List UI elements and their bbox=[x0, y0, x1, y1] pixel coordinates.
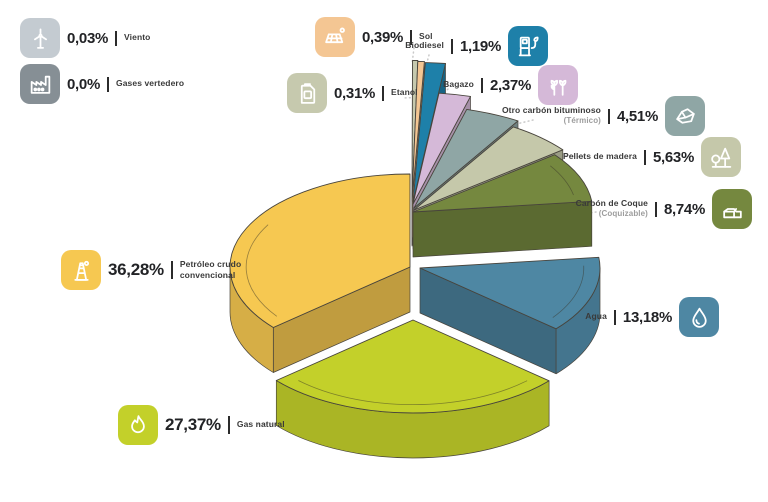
slice-label-otro-carbon-bituminoso: Otro carbón bituminoso (Térmico) bbox=[501, 105, 601, 126]
slice-value-petroleo-crudo: 36,28% bbox=[108, 260, 164, 279]
slice-value-agua: 13,18% bbox=[622, 308, 672, 326]
factory-icon bbox=[20, 64, 60, 104]
water-drop-icon bbox=[679, 297, 719, 337]
legend-item-pellets-de-madera: Pellets de madera 5,63% bbox=[563, 137, 741, 177]
slice-label-pellets-de-madera: Pellets de madera bbox=[562, 151, 637, 162]
slice-label-biodiesel: Biodiesel bbox=[405, 40, 444, 51]
legend-item-sol: 0,39% Sol bbox=[315, 17, 433, 57]
slice-value-viento: 0,03% bbox=[67, 29, 109, 47]
separator-bar bbox=[170, 261, 173, 279]
legend-item-etanol: 0,31% Etanol bbox=[287, 73, 418, 113]
separator-bar bbox=[227, 416, 230, 434]
legend-item-gas-natural: 27,37% Gas natural bbox=[118, 405, 285, 445]
slice-label-carbon-de-coque: Carbón de Coque (Coquizable) bbox=[575, 198, 648, 219]
separator-bar bbox=[654, 201, 657, 217]
separator-bar bbox=[480, 77, 483, 93]
separator-bar bbox=[382, 85, 385, 101]
slice-value-carbon-de-coque: 8,74% bbox=[663, 200, 705, 218]
slice-label-sol: Sol bbox=[419, 31, 433, 42]
pie-slice-otro-carbon-bituminoso[interactable] bbox=[413, 108, 519, 209]
trees-icon bbox=[701, 137, 741, 177]
slice-label-bagazo: Bagazo bbox=[443, 79, 474, 90]
separator-bar bbox=[607, 108, 610, 124]
fuel-pump-icon bbox=[508, 26, 548, 66]
slice-value-sol: 0,39% bbox=[362, 28, 404, 46]
pie-slice-carbon-de-coque[interactable] bbox=[412, 154, 593, 213]
wind-turbine-icon bbox=[20, 18, 60, 58]
solar-panel-icon bbox=[315, 17, 355, 57]
slice-label-viento: Viento bbox=[124, 32, 151, 43]
coal-blocks-icon bbox=[712, 189, 752, 229]
slice-value-biodiesel: 1,19% bbox=[459, 37, 501, 55]
slice-value-gas-natural: 27,37% bbox=[165, 415, 221, 434]
pie-slice-inset-arc bbox=[298, 380, 528, 406]
separator-bar bbox=[450, 38, 453, 54]
legend-item-agua: Agua 13,18% bbox=[585, 297, 719, 337]
legend-item-bagazo: Bagazo 2,37% bbox=[443, 65, 578, 105]
legend-item-biodiesel: Biodiesel 1,19% bbox=[405, 26, 548, 66]
slice-value-otro-carbon-bituminoso: 4,51% bbox=[616, 107, 658, 125]
oil-derrick-icon bbox=[61, 250, 101, 290]
slice-label-agua: Agua bbox=[585, 311, 607, 322]
jerrycan-icon bbox=[287, 73, 327, 113]
leader-pellets-de-madera bbox=[548, 153, 584, 158]
pie-slice-inset-arc bbox=[245, 224, 278, 317]
legend-item-carbon-de-coque: Carbón de Coque (Coquizable) 8,74% bbox=[576, 189, 752, 229]
legend-item-petroleo-crudo: 36,28% Petróleo crudo convencional bbox=[61, 250, 241, 290]
slice-value-etanol: 0,31% bbox=[334, 84, 376, 102]
sugarcane-icon bbox=[538, 65, 578, 105]
coal-rock-icon bbox=[665, 96, 705, 136]
separator-bar bbox=[410, 29, 413, 45]
separator-bar bbox=[115, 30, 118, 46]
pie-slice-inset-arc bbox=[550, 165, 574, 196]
pie-slice-petroleo-crudo[interactable] bbox=[229, 173, 411, 328]
pie-slice-sol[interactable] bbox=[411, 61, 425, 202]
pie-slice-biodiesel[interactable] bbox=[412, 62, 446, 203]
slice-label-etanol: Etanol bbox=[391, 87, 418, 98]
slice-label-gas-natural: Gas natural bbox=[236, 419, 285, 430]
legend-item-otro-carbon-bituminoso: Otro carbón bituminoso (Térmico) 4,51% bbox=[502, 96, 705, 136]
separator-bar bbox=[107, 76, 109, 92]
pie-slice-agua[interactable] bbox=[419, 256, 601, 330]
slice-value-gases-vertedero: 0,0% bbox=[67, 75, 100, 93]
legend-item-gases-vertedero: 0,0% Gases vertedero bbox=[20, 64, 184, 104]
separator-bar bbox=[643, 149, 646, 165]
pie-slice-inset-arc bbox=[552, 265, 585, 318]
separator-bar bbox=[613, 309, 616, 325]
pie-slice-gas-natural[interactable] bbox=[275, 319, 550, 414]
flame-icon bbox=[118, 405, 158, 445]
slice-label-petroleo-crudo: Petróleo crudo convencional bbox=[179, 258, 242, 280]
slice-value-bagazo: 2,37% bbox=[489, 76, 531, 94]
pie-slice-bagazo[interactable] bbox=[412, 92, 471, 205]
slice-label-gases-vertedero: Gases vertedero bbox=[116, 78, 185, 89]
legend-item-viento: 0,03% Viento bbox=[20, 18, 150, 58]
pie-slice-pellets-de-madera[interactable] bbox=[413, 126, 564, 211]
slice-value-pellets-de-madera: 5,63% bbox=[652, 148, 694, 166]
